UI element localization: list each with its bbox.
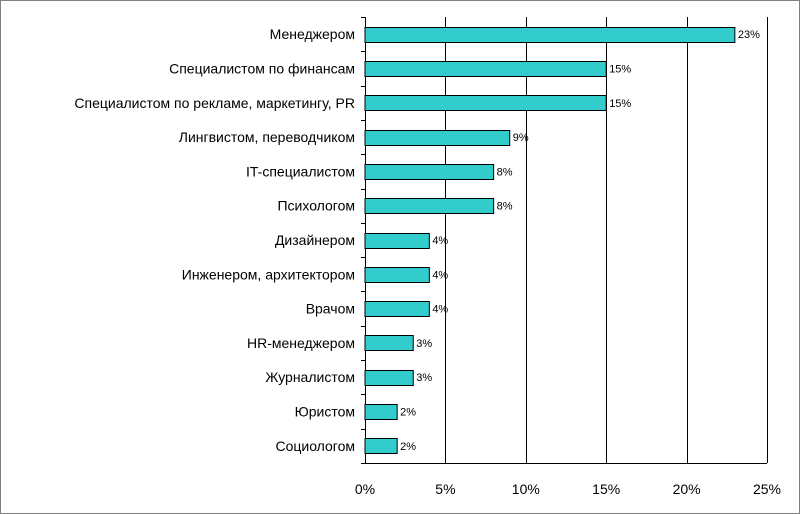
bar — [364, 95, 607, 111]
x-tick-label: 0% — [355, 481, 375, 497]
data-label: 4% — [432, 304, 448, 316]
bar — [364, 198, 495, 214]
bar — [364, 370, 414, 386]
x-tick-label: 25% — [753, 481, 781, 497]
data-label: 9% — [513, 132, 529, 144]
bars-layer — [364, 27, 736, 454]
bar — [364, 404, 398, 420]
category-label: Социологом — [275, 438, 355, 454]
category-label: Менеджером — [270, 26, 355, 42]
x-axis-ticks: 0% 5% 10% 15% 20% 25% — [355, 481, 781, 497]
category-label: Врачом — [306, 301, 355, 317]
category-label: HR-менеджером — [247, 335, 355, 351]
category-label: Юристом — [295, 404, 355, 420]
category-label: IT-специалистом — [246, 163, 355, 179]
data-label: 15% — [609, 63, 631, 75]
category-label: Психологом — [277, 198, 355, 214]
data-label: 23% — [738, 29, 760, 41]
category-label: Журналистом — [265, 369, 355, 385]
grid-layer — [361, 17, 768, 464]
bar — [364, 130, 511, 146]
bar — [364, 27, 736, 43]
data-label: 8% — [497, 166, 513, 178]
data-label: 3% — [416, 338, 432, 350]
data-label: 3% — [416, 372, 432, 384]
category-label: Специалистом по финансам — [169, 60, 355, 76]
data-label: 15% — [609, 98, 631, 110]
category-label: Лингвистом, переводчиком — [179, 129, 355, 145]
x-tick-label: 20% — [673, 481, 701, 497]
x-tick-label: 5% — [435, 481, 455, 497]
data-label: 2% — [400, 441, 416, 453]
data-label: 4% — [432, 235, 448, 247]
bar — [364, 61, 607, 77]
bar — [364, 335, 414, 351]
bar — [364, 301, 430, 317]
data-label: 2% — [400, 407, 416, 419]
data-label: 4% — [432, 269, 448, 281]
x-tick-label: 10% — [512, 481, 540, 497]
bar — [364, 267, 430, 283]
category-label: Специалистом по рекламе, маркетингу, PR — [74, 95, 355, 111]
labels-layer: Менеджером 23% Специалистом по финансам 15%… — [74, 26, 760, 454]
category-label: Дизайнером — [275, 232, 355, 248]
bar — [364, 438, 398, 454]
bar — [364, 164, 495, 180]
data-label: 8% — [497, 201, 513, 213]
x-tick-label: 15% — [592, 481, 620, 497]
category-label: Инженером, архитектором — [182, 266, 355, 282]
bar — [364, 233, 430, 249]
